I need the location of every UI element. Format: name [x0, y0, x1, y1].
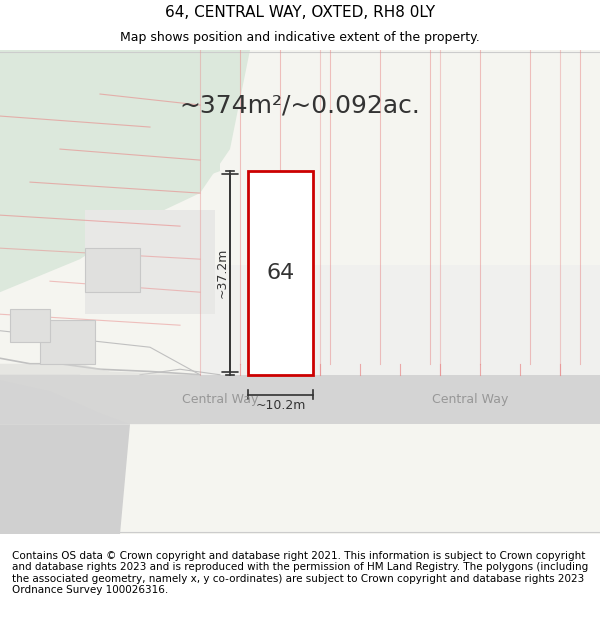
Polygon shape: [0, 50, 250, 292]
Text: Central Way: Central Way: [432, 393, 508, 406]
Polygon shape: [0, 375, 100, 424]
Polygon shape: [0, 364, 200, 424]
Bar: [0, 375, 600, 424]
Text: ~374m²/~0.092ac.: ~374m²/~0.092ac.: [179, 93, 421, 117]
Bar: [85, 209, 215, 314]
Text: Contains OS data © Crown copyright and database right 2021. This information is : Contains OS data © Crown copyright and d…: [12, 551, 588, 596]
Bar: [10, 309, 50, 342]
Bar: [248, 171, 313, 375]
Polygon shape: [0, 424, 130, 534]
Text: ~10.2m: ~10.2m: [256, 399, 305, 412]
Bar: [248, 171, 313, 375]
Text: 64: 64: [266, 263, 295, 283]
Text: ~37.2m: ~37.2m: [215, 248, 229, 298]
Text: Central Way: Central Way: [182, 393, 258, 406]
Bar: [85, 248, 140, 292]
Bar: [200, 264, 600, 375]
Text: 64, CENTRAL WAY, OXTED, RH8 0LY: 64, CENTRAL WAY, OXTED, RH8 0LY: [165, 5, 435, 20]
Text: Map shows position and indicative extent of the property.: Map shows position and indicative extent…: [120, 31, 480, 44]
Polygon shape: [0, 50, 220, 281]
Bar: [40, 320, 95, 364]
